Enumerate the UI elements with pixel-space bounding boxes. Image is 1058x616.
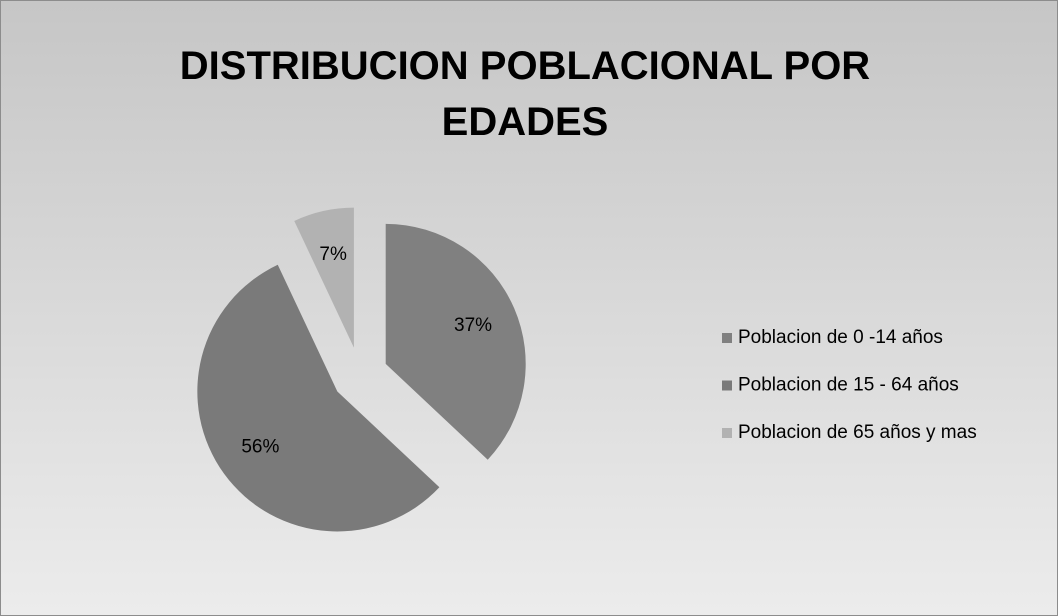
legend-label: Poblacion de 65 años y mas bbox=[738, 422, 977, 443]
pie-slice bbox=[385, 223, 526, 460]
pie-slice bbox=[294, 207, 354, 348]
data-label: 7% bbox=[319, 244, 347, 265]
pie-slice bbox=[197, 264, 440, 532]
chart-title: DISTRIBUCION POBLACIONAL POR EDADES bbox=[179, 44, 871, 144]
legend-swatch bbox=[722, 428, 732, 438]
legend-label: Poblacion de 0 -14 años bbox=[738, 327, 943, 348]
legend-swatch bbox=[722, 380, 732, 391]
data-label: 37% bbox=[454, 315, 492, 336]
data-label: 56% bbox=[241, 436, 279, 457]
legend-label: Poblacion de 15 - 64 años bbox=[738, 375, 959, 396]
legend-swatch bbox=[722, 333, 732, 343]
